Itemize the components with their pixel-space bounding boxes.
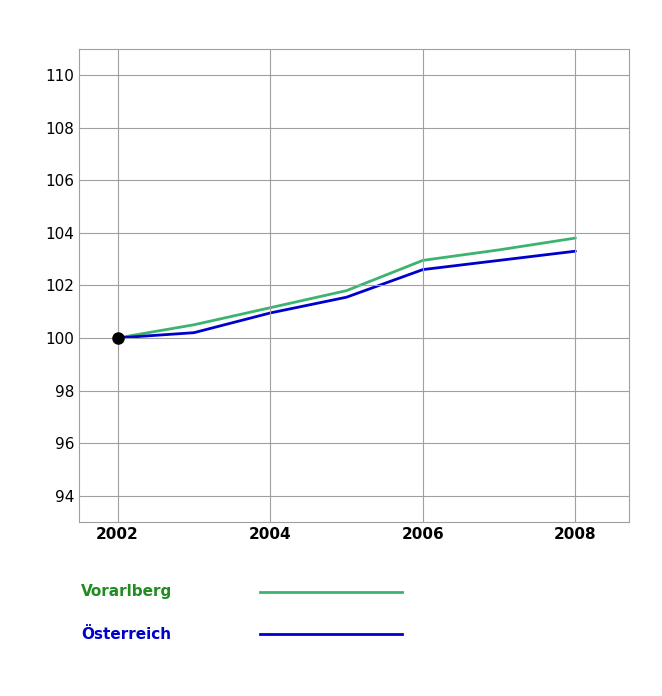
Text: Österreich: Österreich [81,627,171,642]
Text: Vorarlberg: Vorarlberg [81,585,172,599]
